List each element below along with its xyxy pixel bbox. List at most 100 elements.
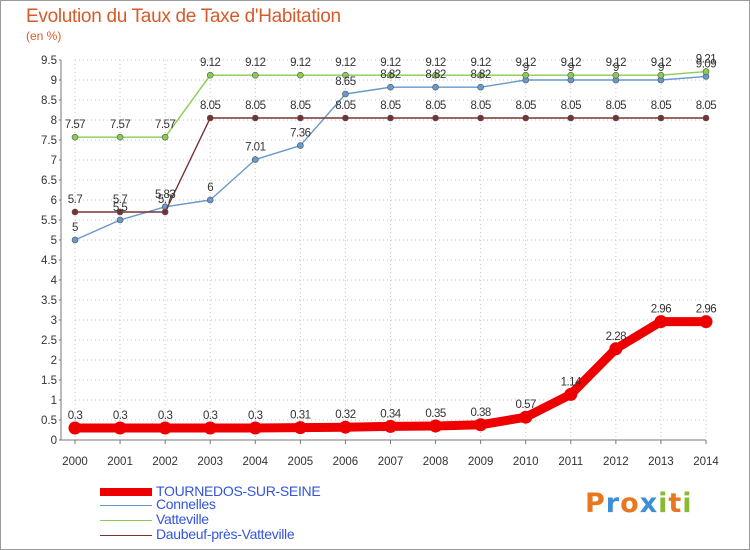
x-tick-label: 2007: [378, 456, 404, 468]
data-point: [297, 71, 304, 79]
data-label: 2.96: [651, 304, 671, 316]
x-tick-label: 2000: [62, 456, 88, 468]
data-point: [68, 421, 82, 435]
y-tick-label: 6.5: [41, 175, 57, 187]
data-point: [297, 142, 304, 149]
data-point: [387, 83, 394, 91]
data-label: 0.38: [470, 407, 490, 419]
data-point: [113, 421, 127, 435]
data-point: [477, 71, 484, 79]
data-point: [251, 114, 259, 122]
data-label: 0.35: [425, 408, 445, 420]
data-label: 9.12: [561, 57, 581, 69]
data-point: [71, 236, 79, 244]
data-point: [203, 421, 217, 435]
data-label: 7.01: [245, 142, 265, 154]
data-label: 8.05: [516, 100, 536, 112]
data-point: [116, 208, 124, 216]
data-label: 0.3: [158, 410, 173, 422]
data-label: 9.12: [606, 57, 626, 69]
data-label: 8.82: [425, 69, 445, 81]
legend-label-tournedos: TOURNEDOS-SUR-SEINE: [156, 483, 321, 499]
data-point: [612, 114, 620, 122]
data-label: 9.12: [290, 57, 310, 69]
legend-label-vatteville: Vatteville: [156, 511, 209, 527]
data-point: [251, 71, 259, 79]
data-point: [71, 208, 79, 216]
data-label: 9: [523, 62, 529, 74]
data-label: 9.12: [425, 57, 445, 69]
y-tick-label: 5.5: [41, 215, 57, 227]
y-tick-label: 3: [51, 315, 57, 327]
data-point: [657, 71, 665, 79]
data-point: [609, 342, 623, 356]
chart-title: Evolution du Taux de Taxe d'Habitation: [26, 6, 341, 27]
x-tick-label: 2010: [513, 456, 539, 468]
data-label: 2.28: [606, 331, 626, 343]
logo-letter: o: [620, 488, 640, 519]
data-point: [206, 71, 214, 79]
y-tick-label: 0.5: [41, 415, 57, 427]
y-tick-label: 6: [51, 195, 57, 207]
data-label: 2.96: [696, 304, 716, 316]
data-label: 8.05: [606, 100, 626, 112]
y-tick-label: 1: [51, 395, 57, 407]
data-point: [293, 421, 307, 435]
data-label: 8.05: [380, 100, 400, 112]
y-tick-label: 0: [51, 435, 57, 447]
data-label: 0.3: [113, 410, 128, 422]
y-tick-label: 4.5: [41, 255, 57, 267]
data-point: [206, 114, 214, 122]
data-label: 0.3: [68, 410, 83, 422]
data-label: 0.3: [248, 410, 263, 422]
data-point: [116, 133, 124, 141]
y-tick-label: 7.5: [41, 135, 57, 147]
data-point: [702, 68, 710, 75]
data-label: 0.31: [290, 410, 310, 422]
y-tick-label: 4: [51, 275, 58, 287]
chart-subtitle: (en %): [26, 29, 62, 43]
data-point: [338, 420, 352, 434]
data-label: 9.12: [335, 57, 355, 69]
data-point: [248, 421, 262, 435]
data-label: 8.05: [200, 100, 220, 112]
data-label: 5.83: [155, 189, 175, 201]
data-label: 0.34: [380, 408, 401, 420]
x-tick-label: 2011: [558, 456, 583, 468]
data-label: 8.82: [380, 69, 400, 81]
data-label: 0.3: [203, 410, 218, 422]
legend-swatch-vatteville: [100, 520, 152, 521]
data-label: 7.36: [290, 128, 310, 140]
data-point: [432, 83, 439, 91]
data-label: 9.12: [245, 57, 265, 69]
data-point: [657, 114, 665, 122]
data-label: 5.7: [113, 194, 128, 206]
data-point: [429, 419, 443, 433]
data-point: [251, 156, 259, 163]
data-label: 9.12: [651, 57, 671, 69]
data-label: 8.05: [290, 100, 310, 112]
data-point: [564, 387, 578, 401]
data-point: [432, 114, 439, 122]
data-label: 8.05: [425, 100, 445, 112]
data-label: 7.57: [110, 119, 130, 131]
data-label: 7.57: [65, 119, 85, 131]
data-point: [71, 133, 79, 141]
y-tick-label: 3.5: [41, 295, 57, 307]
data-label: 9: [568, 62, 574, 74]
data-point: [161, 208, 169, 216]
logo-letter: P: [585, 488, 606, 519]
x-tick-label: 2002: [152, 456, 178, 468]
data-label: 8.05: [696, 100, 716, 112]
data-label: 8.05: [651, 100, 671, 112]
proxiti-logo: Proxiti: [585, 488, 693, 519]
data-label: 9.12: [200, 57, 220, 69]
data-label: 8.82: [470, 69, 490, 81]
data-label: 5.7: [158, 194, 173, 206]
x-tick-label: 2008: [423, 456, 449, 468]
y-tick-label: 8: [51, 115, 57, 127]
data-label: 5.7: [68, 194, 83, 206]
data-label: 9: [658, 62, 664, 74]
x-tick-label: 2009: [468, 456, 494, 468]
